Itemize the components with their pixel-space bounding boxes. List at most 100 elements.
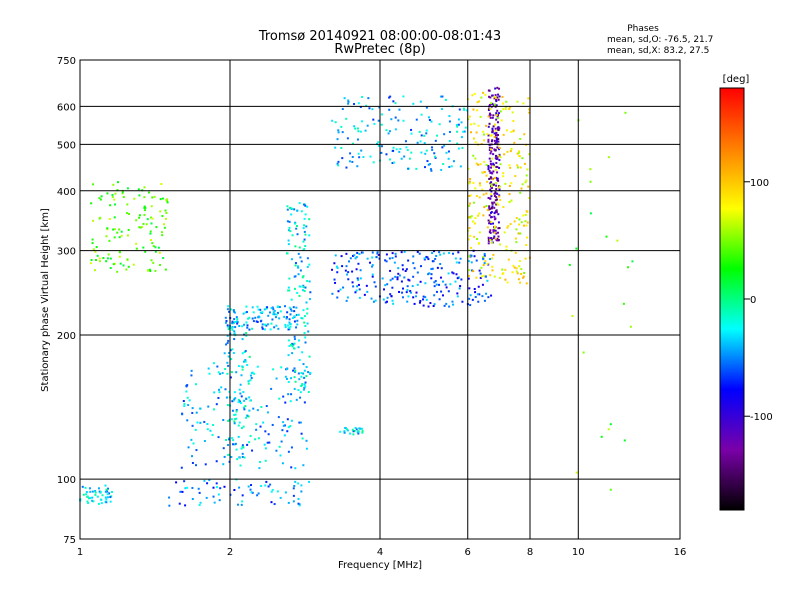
data-point (211, 433, 214, 436)
data-point (233, 420, 236, 423)
data-point (151, 242, 154, 245)
data-point (493, 231, 496, 234)
data-point (376, 251, 379, 254)
plot-frame (79, 59, 681, 540)
data-point (222, 463, 225, 466)
data-point (306, 265, 309, 268)
data-point (428, 272, 431, 275)
data-point (491, 201, 494, 204)
data-point (425, 298, 428, 301)
data-point (89, 497, 92, 500)
data-point (382, 288, 385, 291)
data-point (353, 254, 356, 257)
data-point (161, 197, 164, 200)
data-point (378, 257, 381, 260)
data-point (464, 126, 467, 129)
data-point (245, 321, 248, 324)
data-point (488, 112, 491, 115)
data-point (213, 362, 216, 365)
data-point (386, 283, 389, 286)
data-point (138, 214, 141, 217)
data-point (477, 163, 480, 166)
data-point (452, 272, 455, 275)
data-point (474, 141, 477, 144)
data-point (245, 332, 248, 335)
stats-x-line: mean, sd,X: 83.2, 27.5 (607, 46, 709, 56)
data-point (473, 235, 476, 238)
data-point (483, 206, 486, 209)
data-point (468, 255, 471, 258)
y-tick-label: 600 (57, 102, 76, 113)
data-point (183, 480, 186, 483)
data-point (523, 133, 526, 136)
data-point (497, 238, 500, 241)
data-point (444, 283, 447, 286)
data-point (375, 256, 378, 259)
data-point (364, 129, 367, 132)
data-point (274, 316, 277, 319)
data-point (489, 182, 492, 185)
data-point (114, 203, 117, 206)
data-point (227, 444, 230, 447)
data-point (306, 307, 309, 310)
data-point (478, 231, 481, 234)
data-point (126, 234, 129, 237)
x-tick-label: 10 (572, 547, 585, 558)
data-point (448, 120, 451, 123)
data-point (490, 177, 493, 180)
data-point (298, 202, 301, 205)
data-point (275, 449, 278, 452)
data-point (495, 182, 498, 185)
data-point (240, 447, 243, 450)
data-point (181, 490, 184, 493)
data-point (251, 306, 254, 309)
data-point (491, 265, 494, 268)
data-point (498, 188, 501, 191)
data-point (605, 235, 608, 238)
data-point (298, 504, 301, 507)
data-point (238, 421, 241, 424)
data-point (309, 298, 312, 301)
data-point (433, 294, 436, 297)
data-point (303, 290, 306, 293)
data-point (295, 326, 298, 329)
data-point (475, 276, 478, 279)
data-point (113, 216, 116, 219)
data-point (486, 226, 489, 229)
data-point (501, 273, 504, 276)
data-point (227, 419, 230, 422)
data-point (482, 133, 485, 136)
y-tick-label: 200 (57, 331, 76, 342)
data-point (505, 245, 508, 248)
data-point (238, 325, 241, 328)
data-point (488, 122, 491, 125)
data-point (434, 155, 437, 158)
data-point (261, 323, 264, 326)
data-point (512, 264, 515, 267)
data-point (492, 222, 495, 225)
data-point (394, 275, 397, 278)
data-point (488, 95, 491, 98)
data-point (496, 171, 499, 174)
data-point (96, 495, 99, 498)
data-point (337, 164, 340, 167)
data-point (501, 95, 504, 98)
data-point (104, 490, 107, 493)
data-point (293, 376, 296, 379)
data-point (305, 366, 308, 369)
data-point (276, 311, 279, 314)
data-point (486, 279, 489, 282)
data-point (420, 113, 423, 116)
data-point (490, 140, 493, 143)
data-point (407, 167, 410, 170)
data-point (425, 106, 428, 109)
data-point (85, 491, 88, 494)
data-point (233, 443, 236, 446)
data-point (149, 269, 152, 272)
data-point (241, 352, 244, 355)
data-point (304, 341, 307, 344)
data-point (399, 147, 402, 150)
data-point (357, 130, 360, 133)
data-point (470, 261, 473, 264)
data-point (302, 309, 305, 312)
